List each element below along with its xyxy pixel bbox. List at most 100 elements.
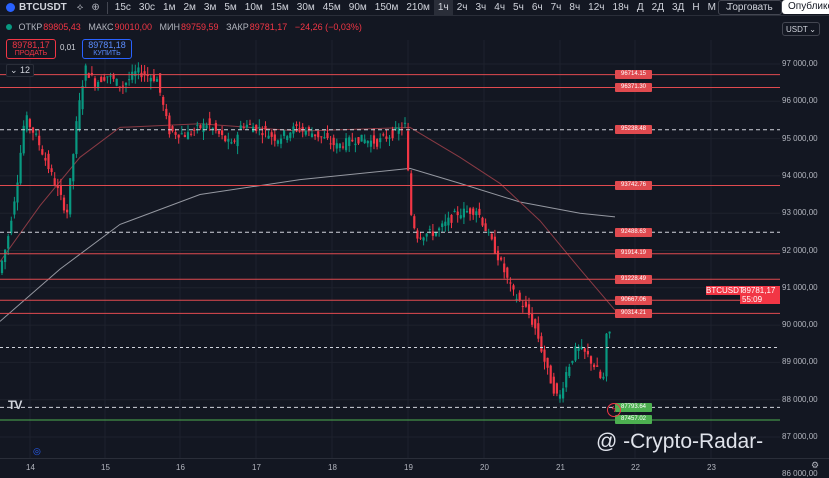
timeframe-10[interactable]: 90м xyxy=(348,2,367,13)
level-label[interactable]: 90314.21 xyxy=(615,308,652,318)
timeframe-19[interactable]: 7ч xyxy=(550,2,562,13)
level-label[interactable]: 92488.63 xyxy=(615,227,652,237)
candle-body xyxy=(503,263,506,273)
candle-body xyxy=(242,126,245,128)
price-tick: 89 000,00 xyxy=(782,357,818,367)
chevron-down-icon[interactable]: ⌄ xyxy=(723,2,733,13)
timeframe-16[interactable]: 4ч xyxy=(494,2,506,13)
date-tick: 19 xyxy=(404,463,413,472)
candle-body xyxy=(589,356,593,364)
timeframe-3[interactable]: 2м xyxy=(183,2,196,13)
timeframe-13[interactable]: 1ч xyxy=(433,0,453,15)
gear-icon[interactable]: ⚙ xyxy=(811,460,820,470)
candle-body xyxy=(62,197,66,211)
symbol-logo-icon xyxy=(6,3,15,12)
timeframe-23[interactable]: Д xyxy=(636,2,644,13)
date-tick: 14 xyxy=(26,463,35,472)
level-label[interactable]: 96714.15 xyxy=(615,70,652,80)
timeframe-17[interactable]: 5ч xyxy=(513,2,524,13)
candle-body xyxy=(4,249,7,263)
sell-button[interactable]: 89781,17 ПРОДАТЬ xyxy=(6,39,56,59)
price-axis[interactable]: 97 000,00 96 000,00 95 000,00 94 000,00 93 0… xyxy=(780,40,829,478)
price-tick: 95 000,00 xyxy=(782,133,818,143)
candle-body xyxy=(261,133,264,136)
timeframe-24[interactable]: 2Д xyxy=(651,2,664,13)
indicators-toggle[interactable]: ⌄ 12 xyxy=(6,64,35,77)
candle-body xyxy=(540,336,543,352)
candle-body xyxy=(323,137,326,139)
timeframe-1[interactable]: 30с xyxy=(138,2,156,13)
level-label[interactable]: 95238.48 xyxy=(615,125,652,135)
timeframe-25[interactable]: 3Д xyxy=(671,2,685,13)
timeframe-11[interactable]: 150м xyxy=(374,2,399,13)
timeframe-2[interactable]: 1м xyxy=(163,2,176,13)
candle-body xyxy=(0,260,4,274)
candle-body xyxy=(605,333,608,377)
trade-button[interactable]: Торговать xyxy=(718,0,782,15)
timeframe-7[interactable]: 15м xyxy=(270,2,289,13)
level-label[interactable]: 91914.19 xyxy=(615,249,652,259)
timeframe-15[interactable]: 3ч xyxy=(475,2,487,13)
candle-body xyxy=(360,134,363,142)
lightning-icon[interactable]: ϟ xyxy=(607,403,621,417)
candle-body xyxy=(264,125,267,130)
level-label[interactable]: 90667.06 xyxy=(615,295,652,305)
candle-body xyxy=(419,237,422,239)
level-label[interactable]: 87457.02 xyxy=(615,415,652,425)
candle-body xyxy=(124,83,128,86)
date-tick: 21 xyxy=(556,463,565,472)
timeframe-20[interactable]: 8ч xyxy=(569,2,581,13)
candle-body xyxy=(434,232,438,236)
add-symbol-icon[interactable]: ⊕ xyxy=(91,2,100,13)
candle-body xyxy=(571,360,574,363)
candle-body xyxy=(106,76,109,78)
symbol-search[interactable]: BTCUSDT xyxy=(0,0,73,15)
publish-button[interactable]: Опубликовать xyxy=(782,0,829,14)
low-label: МИН xyxy=(159,22,181,32)
candle-body xyxy=(397,127,400,134)
price-tick: 97 000,00 xyxy=(782,59,818,68)
candle-body xyxy=(7,236,10,249)
candle-body xyxy=(515,298,518,300)
level-label[interactable]: 87793.64 xyxy=(615,402,652,412)
date-tick: 20 xyxy=(480,463,489,472)
timeframe-9[interactable]: 45м xyxy=(322,2,341,13)
timeframe-27[interactable]: М xyxy=(707,2,716,13)
candle-body xyxy=(307,127,310,131)
compare-icon[interactable]: ⟡ xyxy=(76,2,84,13)
timeframe-21[interactable]: 12ч xyxy=(588,2,605,13)
timeframe-14[interactable]: 2ч xyxy=(456,2,468,13)
candle-body xyxy=(472,208,475,215)
candle-body xyxy=(407,131,410,171)
candle-body xyxy=(236,134,239,147)
candlestick-chart[interactable] xyxy=(0,40,780,458)
currency-select[interactable]: USDT ⌄ xyxy=(782,22,820,36)
globe-icon[interactable]: ◎ xyxy=(33,446,41,456)
candle-body xyxy=(224,135,227,142)
buy-label: КУПИТЬ xyxy=(93,50,121,57)
level-label[interactable]: 93742.76 xyxy=(615,180,652,190)
timeframe-12[interactable]: 210м xyxy=(406,2,430,13)
candle-body xyxy=(159,73,162,93)
timeframe-4[interactable]: 3м xyxy=(203,2,217,13)
timeframe-6[interactable]: 10м xyxy=(244,2,263,13)
candle-body xyxy=(493,236,496,254)
timeframe-0[interactable]: 15с xyxy=(114,2,131,13)
candle-body xyxy=(270,132,273,137)
candle-body xyxy=(475,211,478,216)
candle-body xyxy=(326,132,329,139)
candle-body xyxy=(388,137,391,139)
candle-body xyxy=(379,138,382,143)
level-label[interactable]: 91228.49 xyxy=(615,274,652,284)
level-label[interactable]: 96371.30 xyxy=(615,82,652,92)
candle-body xyxy=(524,301,527,307)
candle-body xyxy=(574,346,577,361)
date-axis[interactable]: 14 15 16 17 18 19 20 21 22 23 xyxy=(0,458,829,473)
timeframe-5[interactable]: 5м xyxy=(224,2,237,13)
timeframe-18[interactable]: 6ч xyxy=(531,2,543,13)
buy-button[interactable]: 89781,18 КУПИТЬ xyxy=(82,39,132,59)
timeframe-8[interactable]: 30м xyxy=(296,2,315,13)
candle-body xyxy=(31,127,35,133)
timeframe-26[interactable]: Н xyxy=(692,2,700,13)
timeframe-22[interactable]: 18ч xyxy=(612,2,629,13)
